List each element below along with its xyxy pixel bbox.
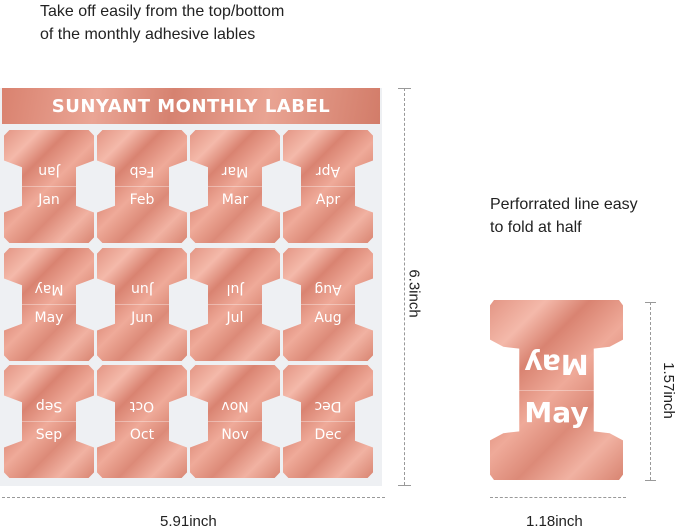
perforated-line — [519, 390, 594, 391]
month-text-upside-down: Mar — [221, 163, 249, 179]
perforated-line — [301, 304, 355, 305]
month-text: Apr — [315, 192, 341, 208]
month-label-jul: Jul Jul — [190, 248, 280, 361]
month-text: Nov — [221, 427, 249, 443]
label-height-cap-bottom — [645, 480, 656, 481]
top-caption: Take off easily from the top/bottom of t… — [40, 0, 284, 46]
month-text-upside-down: Sep — [35, 398, 63, 414]
month-label-aug: Aug Aug — [283, 248, 373, 361]
perforated-line — [208, 186, 262, 187]
side-caption-line-1: Perforrated line easy — [490, 196, 638, 213]
month-label-feb: Feb Feb — [97, 130, 187, 243]
month-text-upside-down: May — [524, 348, 589, 381]
month-text: May — [34, 310, 64, 326]
perforated-line — [208, 304, 262, 305]
sheet-height-label: 6.3inch — [405, 269, 423, 318]
month-text: May — [524, 396, 589, 429]
month-text: Aug — [314, 310, 342, 326]
month-text-upside-down: Aug — [314, 281, 342, 297]
sheet-width-line — [2, 497, 385, 498]
sheet-title: SUNYANT MONTHLY LABEL — [2, 88, 380, 124]
month-text: Sep — [35, 427, 63, 443]
month-text-upside-down: Feb — [129, 163, 155, 179]
label-height-cap-top — [645, 302, 656, 303]
label-height-label: 1.57inch — [659, 362, 677, 419]
perforated-line — [115, 421, 169, 422]
month-label-jan: Jan Jan — [4, 130, 94, 243]
perforated-line — [301, 421, 355, 422]
month-text-upside-down: Jun — [131, 281, 153, 297]
label-width-line — [490, 497, 626, 498]
month-label-apr: Apr Apr — [283, 130, 373, 243]
sheet-height-cap-bottom — [398, 485, 411, 486]
label-sheet: SUNYANT MONTHLY LABEL Jan Jan Feb Feb Mar Mar… — [0, 88, 382, 486]
sheet-width-label: 5.91inch — [160, 513, 217, 530]
month-text: Jul — [226, 310, 244, 326]
month-label-may: May May — [4, 248, 94, 361]
perforated-line — [22, 421, 76, 422]
label-height-line — [650, 302, 651, 480]
month-label-dec: Dec Dec — [283, 365, 373, 478]
month-text: Mar — [221, 192, 249, 208]
month-text-upside-down: Nov — [221, 398, 249, 414]
label-width-label: 1.18inch — [526, 513, 583, 530]
month-label-mar: Mar Mar — [190, 130, 280, 243]
month-text: Jan — [38, 192, 60, 208]
month-text-upside-down: Apr — [315, 163, 341, 179]
perforated-line — [115, 304, 169, 305]
single-month-label: May May — [490, 300, 623, 480]
side-caption-line-2: to fold at half — [490, 219, 582, 236]
month-text-upside-down: Jan — [38, 163, 60, 179]
perforated-line — [22, 304, 76, 305]
month-label-jun: Jun Jun — [97, 248, 187, 361]
month-text-upside-down: Dec — [314, 398, 342, 414]
sheet-height-cap-top — [398, 88, 411, 89]
month-text-upside-down: Jul — [226, 281, 244, 297]
perforated-line — [301, 186, 355, 187]
perforated-line — [115, 186, 169, 187]
month-text: Feb — [129, 192, 155, 208]
month-text: Jun — [131, 310, 153, 326]
month-text: Dec — [314, 427, 342, 443]
sheet-height-line — [404, 88, 405, 485]
month-text-upside-down: May — [34, 281, 64, 297]
top-caption-line-2: of the monthly adhesive lables — [40, 26, 256, 43]
month-label-sep: Sep Sep — [4, 365, 94, 478]
top-caption-line-1: Take off easily from the top/bottom — [40, 3, 285, 20]
month-text-upside-down: Oct — [129, 398, 155, 414]
month-label-oct: Oct Oct — [97, 365, 187, 478]
side-caption: Perforrated line easy to fold at half — [490, 193, 638, 239]
perforated-line — [208, 421, 262, 422]
month-text: Oct — [129, 427, 155, 443]
perforated-line — [22, 186, 76, 187]
month-label-nov: Nov Nov — [190, 365, 280, 478]
